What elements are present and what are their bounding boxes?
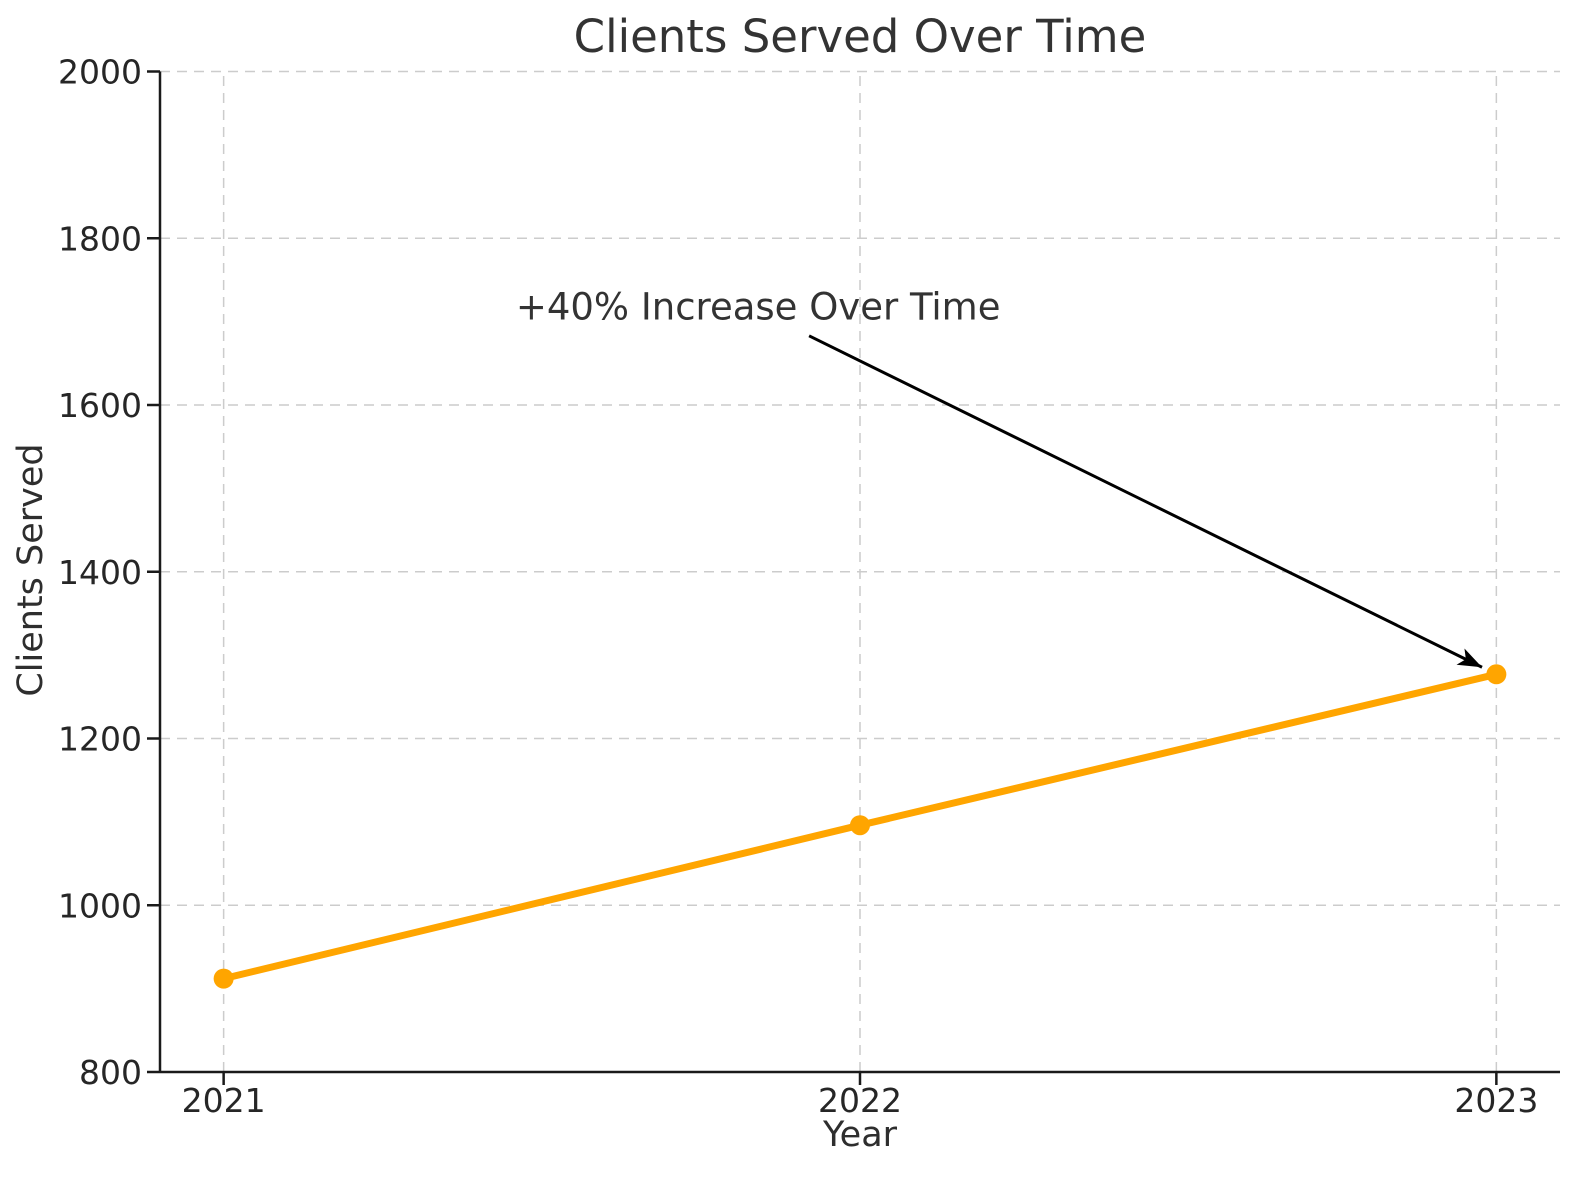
x-axis-label: Year [822, 1115, 898, 1155]
y-tick-label: 800 [79, 1053, 142, 1092]
x-tick-label: 2021 [182, 1081, 266, 1120]
annotation-text: +40% Increase Over Time [515, 285, 1001, 329]
x-tick-label: 2022 [818, 1081, 902, 1120]
y-axis-label: Clients Served [11, 443, 51, 697]
y-tick-label: 1400 [58, 553, 142, 592]
data-point-marker [850, 815, 870, 836]
chart-title: Clients Served Over Time [573, 10, 1147, 63]
x-tick-label: 2023 [1454, 1081, 1538, 1120]
y-tick-label: 2000 [58, 53, 142, 92]
data-point-marker [1486, 664, 1507, 685]
y-tick-label: 1800 [58, 219, 142, 258]
y-tick-label: 1000 [58, 886, 142, 925]
data-point-marker [213, 968, 234, 989]
y-tick-label: 1600 [58, 386, 142, 425]
y-tick-label: 1200 [58, 720, 142, 759]
annotation-arrow [808, 334, 1483, 669]
